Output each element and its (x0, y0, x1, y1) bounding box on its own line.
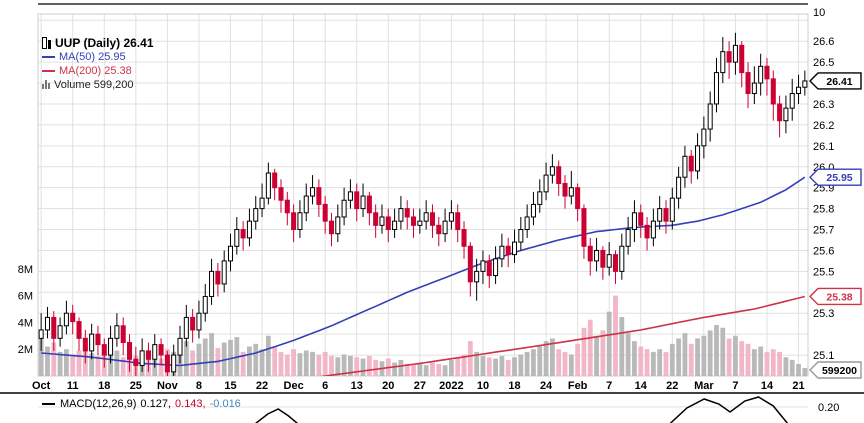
svg-text:24: 24 (540, 380, 553, 392)
svg-text:15: 15 (224, 380, 236, 392)
macd-value: 0.127, (140, 398, 172, 410)
ma200-label: MA(200) 25.38 (59, 64, 132, 77)
macd-scale-label: 0.20 (818, 402, 840, 414)
legend-ma50-row: MA(50) 25.95 (42, 50, 154, 63)
svg-text:21: 21 (792, 380, 804, 392)
svg-text:4M: 4M (18, 317, 33, 329)
macd-line-icon (42, 403, 55, 405)
svg-text:20: 20 (382, 380, 394, 392)
svg-text:2M: 2M (18, 344, 33, 356)
svg-text:18: 18 (98, 380, 110, 392)
svg-text:14: 14 (761, 380, 774, 392)
svg-text:Oct: Oct (32, 380, 51, 392)
ma50-line-icon (42, 55, 55, 58)
svg-text:26.6: 26.6 (813, 36, 834, 48)
svg-text:25: 25 (130, 380, 142, 392)
legend-volume-row: Volume 599,200 (42, 78, 154, 91)
volume-bars-icon (42, 80, 50, 89)
svg-text:7: 7 (732, 380, 738, 392)
svg-text:6M: 6M (18, 291, 33, 303)
ma200-line-icon (42, 69, 55, 72)
volume-label: Volume 599,200 (54, 78, 134, 91)
chart-legend: UUP (Daily) 26.41 MA(50) 25.95 MA(200) 2… (42, 36, 154, 92)
legend-ma200-row: MA(200) 25.38 (42, 64, 154, 77)
macd-legend: MACD(12,26,9) 0.127, 0.143, -0.016 (42, 398, 245, 410)
macd-label: MACD(12,26,9) (60, 398, 137, 410)
candlestick-icon (42, 36, 51, 49)
svg-text:25.7: 25.7 (813, 225, 834, 237)
svg-text:25.6: 25.6 (813, 245, 834, 257)
svg-text:25.8: 25.8 (813, 204, 834, 216)
svg-text:25.5: 25.5 (813, 266, 834, 278)
svg-text:7: 7 (606, 380, 612, 392)
macd-signal-value: 0.143, (175, 398, 206, 410)
svg-text:22: 22 (666, 380, 678, 392)
svg-text:6: 6 (322, 380, 328, 392)
svg-text:26.41: 26.41 (826, 76, 852, 88)
svg-text:13: 13 (351, 380, 363, 392)
chart-title: UUP (Daily) 26.41 (55, 35, 154, 50)
svg-text:27: 27 (414, 380, 426, 392)
svg-text:26.3: 26.3 (813, 99, 834, 111)
ma50-label: MA(50) 25.95 (59, 50, 126, 63)
svg-text:2022: 2022 (439, 380, 463, 392)
svg-text:10: 10 (477, 380, 489, 392)
svg-text:26.2: 26.2 (813, 120, 834, 132)
svg-text:11: 11 (67, 380, 79, 392)
svg-text:26.1: 26.1 (813, 141, 834, 153)
svg-text:599200: 599200 (822, 365, 857, 377)
svg-text:25.95: 25.95 (826, 172, 852, 184)
svg-text:8: 8 (196, 380, 202, 392)
svg-text:14: 14 (635, 380, 648, 392)
svg-text:25.38: 25.38 (826, 291, 852, 303)
upper-panel-scale-label: 10 (813, 7, 826, 19)
svg-text:Feb: Feb (568, 380, 588, 392)
svg-text:Dec: Dec (284, 380, 304, 392)
svg-text:25.3: 25.3 (813, 308, 834, 320)
svg-text:Mar: Mar (694, 380, 714, 392)
svg-text:18: 18 (508, 380, 520, 392)
svg-text:26.5: 26.5 (813, 57, 834, 69)
legend-title-row: UUP (Daily) 26.41 (42, 35, 154, 50)
svg-text:Nov: Nov (157, 380, 179, 392)
svg-text:8M: 8M (18, 264, 33, 276)
svg-text:25.1: 25.1 (813, 350, 834, 362)
svg-text:22: 22 (256, 380, 268, 392)
macd-histogram-value: -0.016 (209, 398, 241, 410)
